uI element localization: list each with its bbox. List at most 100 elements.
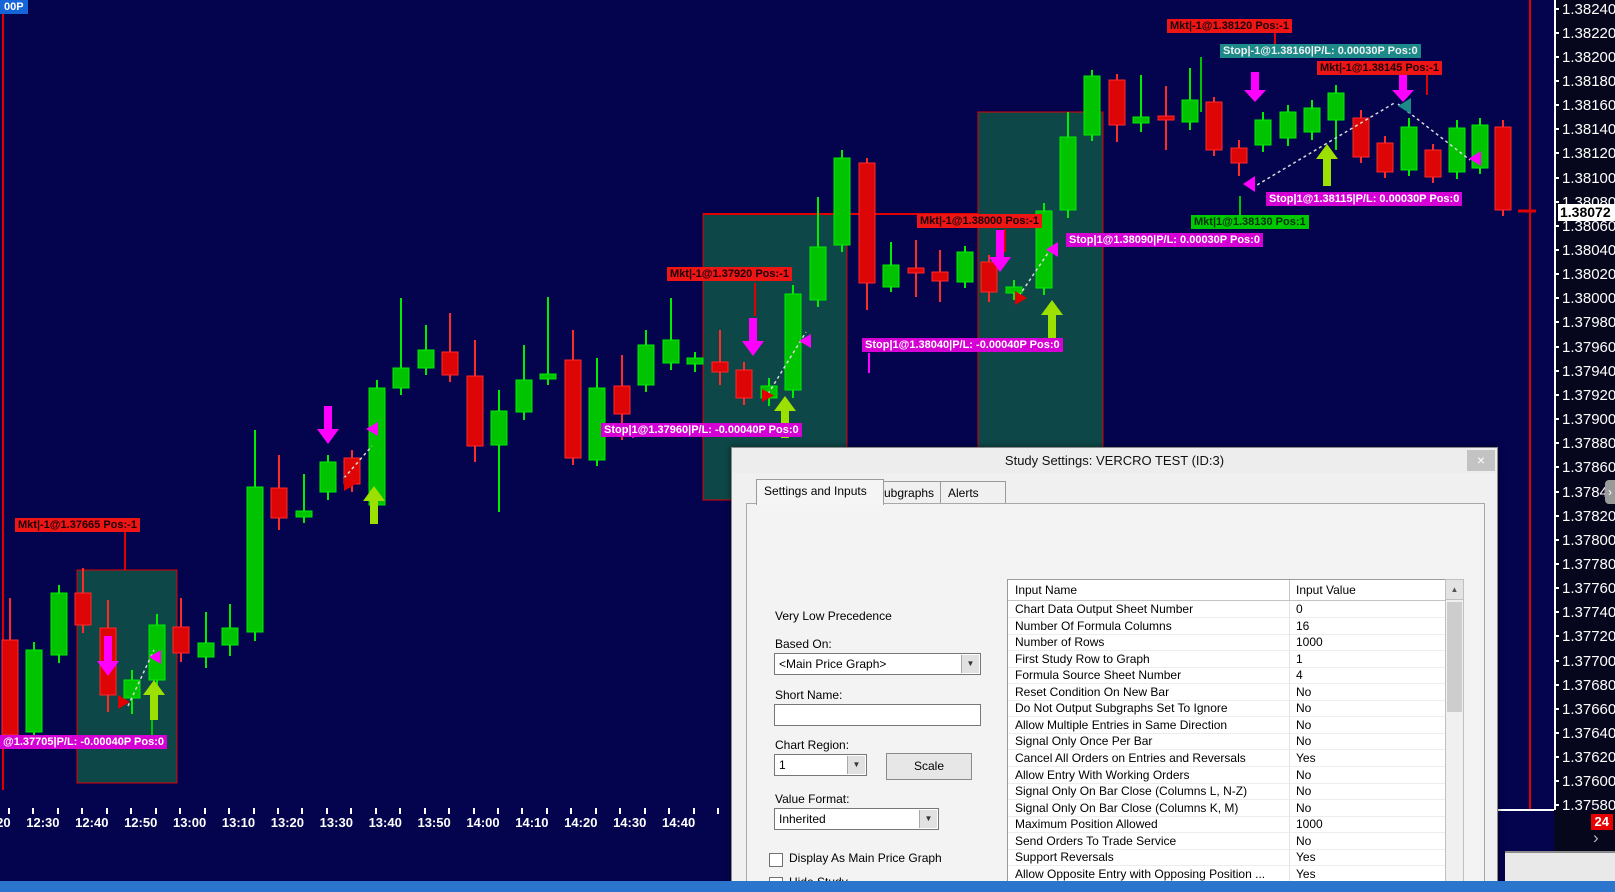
price-tick [1554, 707, 1559, 710]
table-row[interactable]: Support Reversals Yes [1008, 849, 1446, 867]
price-scale[interactable]: 1.38240 1.38220 1.38200 1.38180 1.38160 1.381… [1554, 0, 1615, 853]
input-value-cell[interactable]: No [1296, 800, 1312, 815]
time-tick [350, 808, 353, 814]
tab-subgraphs[interactable]: Subgraphs [868, 481, 956, 504]
candle-body [711, 361, 729, 373]
input-name-cell[interactable]: Do Not Output Subgraphs Set To Ignore [1015, 701, 1228, 716]
short-name-input[interactable] [774, 704, 981, 726]
time-axis[interactable]: 12:20 12:30 12:40 12:50 13:00 13:10 13:20 13:30… [0, 808, 1554, 842]
input-name-cell[interactable]: Signal Only On Bar Close (Columns L, N-Z… [1015, 784, 1248, 799]
input-value-cell[interactable]: No [1296, 717, 1312, 732]
table-row[interactable]: Allow Entry With Working Orders No [1008, 766, 1446, 784]
row-divider [1008, 865, 1446, 867]
input-name-cell[interactable]: Signal Only Once Per Bar [1015, 734, 1153, 749]
candle-body [368, 387, 386, 506]
table-row[interactable]: Formula Source Sheet Number 4 [1008, 667, 1446, 685]
sell-arrow-icon [989, 230, 1011, 272]
chevron-down-icon[interactable]: ▼ [847, 756, 865, 774]
input-name-cell[interactable]: Maximum Position Allowed [1015, 817, 1158, 832]
input-value-cell[interactable]: No [1296, 767, 1312, 782]
input-value-cell[interactable]: 4 [1296, 668, 1303, 683]
table-row[interactable]: Allow Multiple Entries in Same Direction… [1008, 716, 1446, 734]
input-value-cell[interactable]: No [1296, 734, 1312, 749]
col-input-value[interactable]: Input Value [1296, 583, 1356, 597]
input-value-cell[interactable]: 1000 [1296, 635, 1323, 650]
input-name-cell[interactable]: Send Orders To Trade Service [1015, 833, 1177, 848]
scale-button[interactable]: Scale [886, 753, 972, 780]
input-value-cell[interactable]: Yes [1296, 866, 1316, 881]
input-name-cell[interactable]: Allow Entry With Working Orders [1015, 767, 1190, 782]
table-row[interactable]: Reset Condition On New Bar No [1008, 683, 1446, 701]
candle-body [1, 639, 19, 736]
based-on-value: <Main Price Graph> [779, 657, 887, 671]
column-divider [1289, 816, 1290, 834]
input-value-cell[interactable]: No [1296, 701, 1312, 716]
order-fill-label: Mkt|-1@1.37665 Pos:-1 [15, 518, 140, 532]
col-input-name[interactable]: Input Name [1015, 583, 1078, 597]
tab-settings-and-inputs[interactable]: Settings and Inputs [756, 479, 884, 505]
column-divider[interactable] [1289, 580, 1290, 600]
input-name-cell[interactable]: Chart Data Output Sheet Number [1015, 602, 1194, 616]
price-tick [1554, 490, 1559, 493]
table-row[interactable]: Do Not Output Subgraphs Set To Ignore No [1008, 700, 1446, 718]
inputs-table-header[interactable]: Input Name Input Value [1008, 580, 1446, 601]
taskbar-edge[interactable] [0, 881, 1615, 892]
input-value-cell[interactable]: Yes [1296, 750, 1316, 765]
table-row[interactable]: Number of Rows 1000 [1008, 634, 1446, 652]
scroll-right-icon[interactable]: › [1593, 828, 1599, 847]
row-divider [1008, 683, 1446, 685]
table-row[interactable]: Chart Data Output Sheet Number 0 [1008, 601, 1446, 618]
candle-body [784, 293, 802, 391]
input-value-cell[interactable]: No [1296, 784, 1312, 799]
chart-region-select[interactable]: 1 ▼ [774, 754, 867, 776]
input-name-cell[interactable]: Allow Multiple Entries in Same Direction [1015, 717, 1228, 732]
input-value-cell[interactable]: 1000 [1296, 817, 1323, 832]
table-row[interactable]: Cancel All Orders on Entries and Reversa… [1008, 749, 1446, 767]
input-name-cell[interactable]: Reset Condition On New Bar [1015, 684, 1170, 699]
table-row[interactable]: Signal Only Once Per Bar No [1008, 733, 1446, 751]
input-name-cell[interactable]: Allow Opposite Entry with Opposing Posit… [1015, 866, 1266, 881]
value-format-select[interactable]: Inherited ▼ [774, 808, 939, 830]
order-fill-label: Mkt|-1@1.38120 Pos:-1 [1167, 19, 1292, 33]
input-value-cell[interactable]: Yes [1296, 850, 1316, 865]
candle-body [833, 157, 851, 246]
input-value-cell[interactable]: No [1296, 684, 1312, 699]
input-value-cell[interactable]: 16 [1296, 618, 1310, 633]
dialog-titlebar[interactable]: Study Settings: VERCRO TEST (ID:3) × [732, 448, 1497, 473]
chevron-down-icon[interactable]: ▼ [961, 655, 979, 673]
input-name-cell[interactable]: Number of Rows [1015, 635, 1105, 650]
input-name-cell[interactable]: Number Of Formula Columns [1015, 618, 1172, 633]
chevron-down-icon[interactable]: ▼ [919, 810, 937, 828]
price-axis-label: 1.37880 [1562, 435, 1615, 453]
time-axis-label: 12:20 [0, 815, 11, 830]
input-name-cell[interactable]: Formula Source Sheet Number [1015, 668, 1182, 683]
time-axis-label: 12:50 [124, 815, 158, 830]
price-tick [1554, 442, 1559, 445]
candle-body [1181, 99, 1199, 123]
table-row[interactable]: Send Orders To Trade Service No [1008, 832, 1446, 850]
input-value-cell[interactable]: No [1296, 833, 1312, 848]
close-icon[interactable]: × [1467, 450, 1495, 471]
based-on-select[interactable]: <Main Price Graph> ▼ [774, 653, 981, 675]
input-value-cell[interactable]: 0 [1296, 602, 1303, 616]
checkbox-unchecked-icon[interactable] [769, 853, 783, 867]
price-tick [1554, 611, 1559, 614]
table-row[interactable]: Maximum Position Allowed 1000 [1008, 816, 1446, 834]
input-name-cell[interactable]: Signal Only On Bar Close (Columns K, M) [1015, 800, 1239, 815]
table-row[interactable]: Signal Only On Bar Close (Columns L, N-Z… [1008, 783, 1446, 801]
input-value-cell[interactable]: 1 [1296, 651, 1303, 666]
table-scrollbar[interactable]: ▲ [1445, 579, 1464, 892]
stop-order-label: Stop|1@1.38040|P/L: -0.00040P Pos:0 [862, 338, 1063, 352]
time-tick [668, 808, 671, 814]
study-settings-dialog: Study Settings: VERCRO TEST (ID:3) × Set… [731, 447, 1498, 892]
tab-alerts[interactable]: Alerts [940, 481, 1006, 504]
input-name-cell[interactable]: Cancel All Orders on Entries and Reversa… [1015, 750, 1246, 765]
table-row[interactable]: First Study Row to Graph 1 [1008, 650, 1446, 668]
scrollbar-thumb[interactable] [1447, 602, 1462, 712]
table-row[interactable]: Signal Only On Bar Close (Columns K, M) N… [1008, 799, 1446, 817]
table-row[interactable]: Number Of Formula Columns 16 [1008, 617, 1446, 635]
input-name-cell[interactable]: First Study Row to Graph [1015, 651, 1150, 666]
input-name-cell[interactable]: Support Reversals [1015, 850, 1114, 865]
scroll-up-icon[interactable]: ▲ [1446, 580, 1463, 600]
collapse-panel-tab[interactable]: › [1605, 480, 1615, 504]
